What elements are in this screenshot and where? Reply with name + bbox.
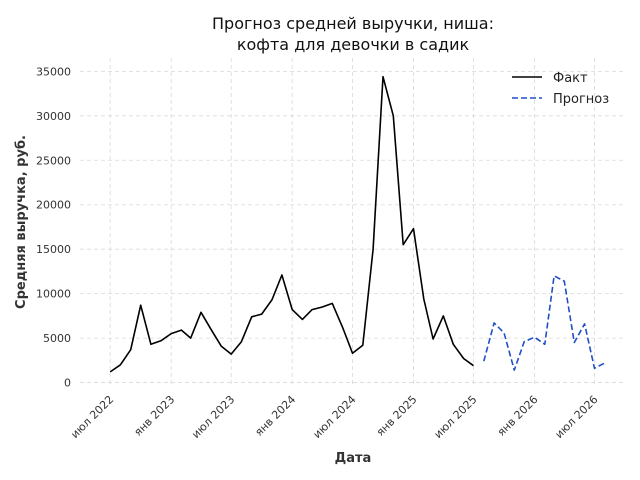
y-axis-ticks: 0 5000 10000 15000 20000 25000 30000 35000 [36,65,71,389]
legend-label-fact: Факт [553,71,588,86]
y-tick-label: 0 [64,377,71,390]
y-tick-label: 20000 [36,199,71,212]
chart-title-line-1: Прогноз средней выручки, ниша: [212,14,494,33]
plot-series [109,75,606,373]
chart-title-line-2: кофта для девочки в садик [237,35,470,54]
series-line-fact [109,75,474,373]
y-tick-label: 30000 [36,110,71,123]
x-tick-label: июл 2024 [311,393,359,441]
y-tick-label: 10000 [36,288,71,301]
legend-label-forecast: Прогноз [553,92,609,107]
x-tick-label: янв 2025 [374,393,420,439]
x-tick-label: янв 2023 [131,393,177,439]
grid [80,58,625,387]
y-tick-label: 25000 [36,154,71,167]
x-axis-title: Дата [335,451,372,466]
legend: Факт Прогноз [512,71,609,107]
x-tick-label: янв 2024 [252,393,298,439]
x-tick-label: июл 2026 [553,393,601,441]
y-tick-label: 35000 [36,65,71,78]
x-tick-label: июл 2022 [68,393,116,441]
y-tick-label: 5000 [43,332,71,345]
series-line-forecast [483,275,606,371]
x-tick-label: янв 2026 [495,393,541,439]
x-axis-ticks: июл 2022 янв 2023 июл 2023 янв 2024 июл 2024… [68,393,600,441]
x-tick-label: июл 2025 [432,393,480,441]
y-tick-label: 15000 [36,243,71,256]
x-tick-label: июл 2023 [189,393,237,441]
y-axis-title: Средняя выручка, руб. [14,135,29,309]
